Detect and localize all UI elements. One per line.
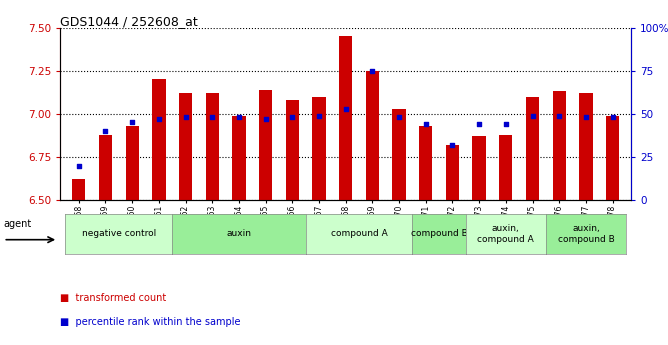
- Point: [393, 115, 404, 120]
- Point: [367, 68, 377, 73]
- Point: [607, 115, 618, 120]
- Bar: [179, 93, 192, 200]
- Point: [73, 163, 84, 168]
- Bar: [579, 93, 593, 200]
- Bar: [552, 91, 566, 200]
- Bar: [232, 116, 246, 200]
- Bar: [259, 90, 273, 200]
- Point: [341, 106, 351, 111]
- Bar: [606, 116, 619, 200]
- Text: auxin,
compound A: auxin, compound A: [478, 224, 534, 244]
- Text: negative control: negative control: [81, 229, 156, 238]
- Text: compound B: compound B: [411, 229, 468, 238]
- Point: [154, 116, 164, 122]
- Point: [420, 121, 431, 127]
- Point: [100, 128, 111, 134]
- Point: [287, 115, 298, 120]
- Text: GDS1044 / 252608_at: GDS1044 / 252608_at: [60, 16, 198, 29]
- Bar: [392, 109, 405, 200]
- Bar: [206, 93, 219, 200]
- Point: [527, 113, 538, 118]
- Bar: [365, 71, 379, 200]
- Bar: [126, 126, 139, 200]
- Point: [554, 113, 564, 118]
- Point: [447, 142, 458, 148]
- Text: ■  percentile rank within the sample: ■ percentile rank within the sample: [60, 317, 240, 327]
- Bar: [339, 36, 352, 200]
- Point: [127, 120, 138, 125]
- Bar: [313, 97, 326, 200]
- Bar: [152, 79, 166, 200]
- Point: [261, 116, 271, 122]
- Text: auxin: auxin: [226, 229, 251, 238]
- Bar: [99, 135, 112, 200]
- Point: [207, 115, 218, 120]
- Bar: [419, 126, 432, 200]
- Text: compound A: compound A: [331, 229, 387, 238]
- Text: ■  transformed count: ■ transformed count: [60, 293, 166, 303]
- Point: [580, 115, 591, 120]
- Bar: [286, 100, 299, 200]
- Bar: [72, 179, 86, 200]
- Point: [180, 115, 191, 120]
- Bar: [446, 145, 459, 200]
- Point: [314, 113, 325, 118]
- Point: [234, 115, 244, 120]
- Bar: [499, 135, 512, 200]
- Point: [500, 121, 511, 127]
- Point: [474, 121, 484, 127]
- Text: agent: agent: [3, 219, 31, 229]
- Text: auxin,
compound B: auxin, compound B: [558, 224, 615, 244]
- Bar: [472, 136, 486, 200]
- Bar: [526, 97, 539, 200]
